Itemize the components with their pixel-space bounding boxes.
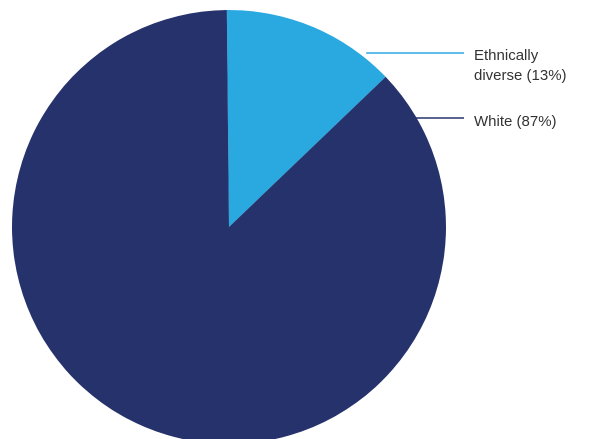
- pie-slices: [12, 9, 446, 439]
- leader-lines: [366, 52, 464, 119]
- pie-slice-1: [12, 10, 446, 439]
- slice-label-white: White (87%): [474, 113, 557, 130]
- slice-label-ethnically-diverse-line-2: diverse (13%): [474, 67, 567, 84]
- pie-slice-0: [226, 9, 386, 228]
- slice-labels: Ethnically diverse (13%) White (87%): [474, 47, 567, 130]
- slice-label-ethnically-diverse: Ethnically: [474, 47, 539, 64]
